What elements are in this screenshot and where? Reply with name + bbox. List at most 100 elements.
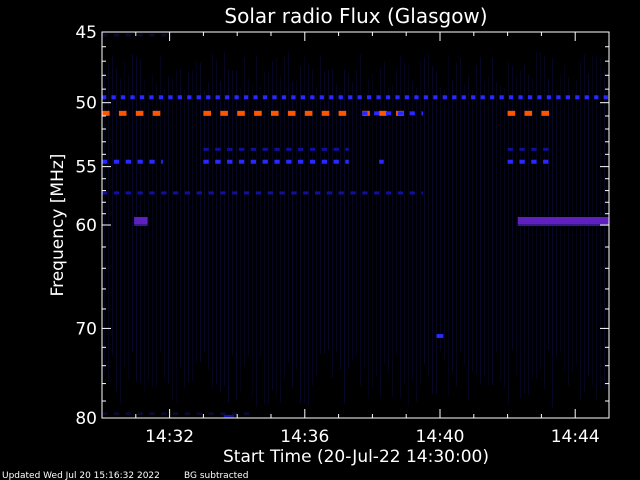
dashed-line-49.6-dash [575,95,580,100]
line-54.6-b-dash [309,159,316,164]
noise-column [548,78,549,351]
strong-line-50.8-b-dash [237,110,245,116]
noise-column [132,54,133,352]
dashed-line-49.6-dash [490,95,495,100]
noise-column [300,66,301,404]
blip-79.8 [223,414,234,418]
noise-column [524,64,525,394]
noise-column [216,60,217,385]
y-axis-label: Frequency [MHz] [48,154,68,297]
noise-column [332,68,333,379]
dashed-line-49.6-dash [385,95,391,100]
line-54.6-b-dash [250,159,257,164]
strong-line-50.8-b-dash [220,110,228,116]
line-79.5-dash [172,412,179,416]
line-53.6-a-dash [238,147,245,151]
noise-column [232,70,233,356]
dashed-line-49.6-dash [423,95,429,100]
line-54.6-b-dash [203,159,209,164]
dashed-line-49.6-dash [452,95,457,100]
line-57.2-dash [232,191,238,195]
dashed-line-49.6-dash [281,95,287,100]
line-54.6-d-dash [507,159,513,164]
noise-column [264,71,265,405]
dashed-line-49.6-dash [376,95,381,100]
dashed-line-49.6-dash [168,95,173,100]
noise-column [604,68,605,390]
line-53.6-b-dash [531,147,537,151]
line-79.5-dash [208,412,214,416]
noise-column [208,81,209,370]
dashed-line-49.6-dash [319,95,324,100]
noise-column [296,80,297,370]
line-79.5-dash [232,412,238,416]
noise-column [188,71,189,382]
line-50.8-blue-dash [362,111,368,116]
line-53.6-a-dash [250,147,257,151]
dashed-line-49.6-dash [556,95,561,100]
noise-column [212,52,213,389]
noise-column [468,75,469,401]
line-54.6-b-dash [238,159,245,164]
x-tick-label: 14:32 [145,427,194,447]
line-57.2-dash [374,191,380,195]
dashed-line-49.6-dash [102,95,107,100]
noise-column [124,61,125,368]
y-tick-label: 45 [75,23,97,43]
noise-column [384,61,385,364]
line-53.6-b-dash [543,147,549,151]
line-54.6-b-dash [262,159,268,164]
dashed-line-49.6-dash [130,95,135,100]
noise-column [420,60,421,385]
noise-column [176,70,177,403]
line-79.5-dash [243,412,250,416]
dashed-line-49.6-dash [338,95,343,100]
noise-column [252,85,253,398]
line-57.2-dash [350,191,356,195]
noise-column [424,57,425,365]
line-50.8-blue-dash [409,111,415,116]
line-45.2-dash [125,33,131,37]
line-50.8-blue-dash [385,111,392,116]
noise-column [248,78,249,356]
line-54.6-a-dash [137,159,143,164]
dashed-line-49.6-dash [196,95,201,100]
noise-column [412,81,413,381]
burst-59.6-b-fringe [517,224,609,227]
noise-column [192,70,193,382]
noise-column [352,82,353,362]
dashed-line-49.6-dash [480,95,485,100]
dashed-line-49.6-dash [206,95,211,100]
dashed-line-49.6-dash [546,95,552,100]
noise-column [168,76,169,384]
line-54.6-d-dash [519,159,525,164]
line-53.6-a-dash [215,147,221,151]
line-54.6-c-dash [379,159,384,164]
noise-column [356,69,357,356]
line-57.2-dash [291,191,297,195]
dashed-line-49.6-dash [300,95,306,100]
line-54.6-a-dash [102,159,108,164]
noise-column [324,71,325,354]
line-79.5-dash [161,412,167,416]
noise-column [340,91,341,370]
dashed-line-49.6-dash [404,95,410,100]
noise-column [328,70,329,350]
noise-column [280,76,281,403]
line-57.2-dash [303,191,309,195]
noise-column [392,85,393,398]
noise-column [520,70,521,399]
dashed-line-49.6-dash [395,95,400,100]
noise-column [336,83,337,354]
noise-column [308,64,309,407]
noise-column [368,79,369,398]
noise-column [404,62,405,384]
noise-column [148,91,149,382]
noise-column [436,71,437,395]
x-axis-label: Start Time (20-Jul-22 14:30:00) [223,447,489,467]
strong-line-50.8-d-dash [524,110,533,116]
noise-column [220,81,221,392]
line-54.6-b-dash [298,159,304,164]
line-50.8-blue-dash [421,111,424,116]
